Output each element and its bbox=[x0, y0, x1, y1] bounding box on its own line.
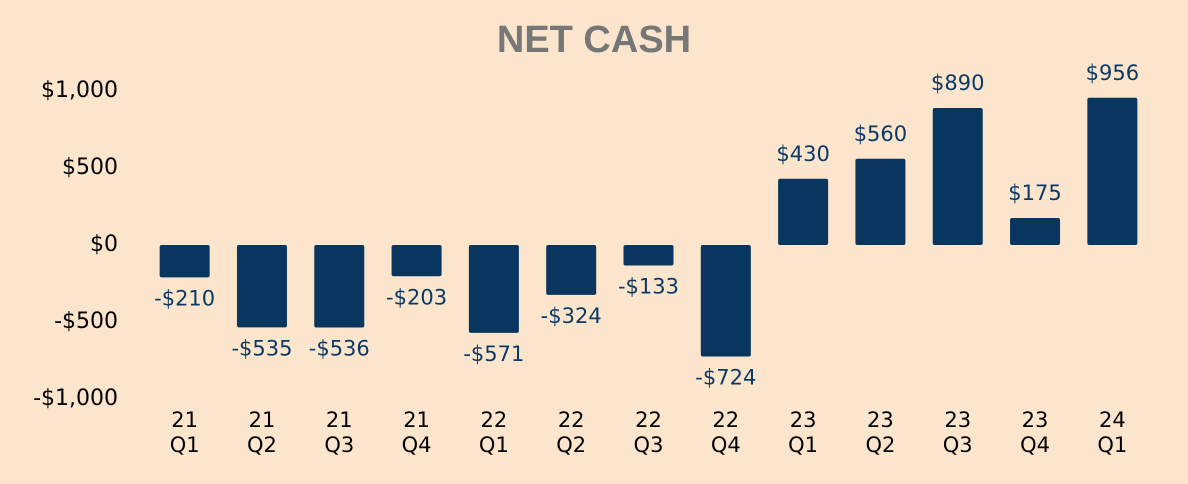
value-label: $430 bbox=[776, 142, 829, 166]
x-tick-label: 21 Q1 bbox=[169, 408, 200, 457]
x-tick-label: 22 Q1 bbox=[478, 408, 509, 457]
value-label: $956 bbox=[1086, 61, 1139, 85]
bar bbox=[778, 178, 829, 245]
value-label: -$535 bbox=[231, 336, 292, 360]
x-tick-label: 23 Q3 bbox=[942, 408, 973, 457]
bar bbox=[855, 158, 906, 245]
x-tick-label: 23 Q2 bbox=[865, 408, 896, 457]
bar bbox=[236, 245, 287, 328]
x-tick-label: 23 Q4 bbox=[1020, 408, 1050, 457]
bar bbox=[314, 245, 365, 328]
value-label: -$203 bbox=[386, 285, 447, 309]
value-label: -$324 bbox=[541, 304, 602, 328]
value-label: $175 bbox=[1008, 181, 1061, 205]
bar bbox=[700, 245, 751, 357]
bar bbox=[623, 245, 674, 266]
x-tick-label: 21 Q4 bbox=[401, 408, 432, 457]
bar bbox=[1010, 218, 1061, 245]
y-tick-label: $1,000 bbox=[41, 78, 118, 103]
value-label: -$571 bbox=[463, 342, 524, 366]
value-label: -$133 bbox=[618, 274, 679, 298]
y-tick-label: -$1,000 bbox=[33, 386, 118, 411]
bar bbox=[932, 107, 983, 245]
x-tick-label: 23 Q1 bbox=[788, 408, 819, 457]
value-label: $890 bbox=[931, 71, 984, 95]
bar bbox=[159, 245, 210, 278]
value-label: -$210 bbox=[154, 286, 215, 310]
bar bbox=[546, 245, 597, 295]
y-tick-label: -$500 bbox=[54, 309, 118, 334]
bar bbox=[468, 245, 519, 333]
bar bbox=[391, 245, 442, 277]
chart-title: NET CASH bbox=[497, 19, 691, 61]
x-tick-label: 21 Q2 bbox=[247, 408, 277, 457]
y-tick-label: $0 bbox=[90, 232, 118, 257]
y-tick-label: $500 bbox=[62, 155, 118, 180]
x-tick-label: 21 Q3 bbox=[324, 408, 355, 457]
value-label: $560 bbox=[854, 122, 907, 146]
x-tick-label: 22 Q3 bbox=[633, 408, 664, 457]
bar bbox=[1087, 97, 1138, 245]
x-tick-label: 22 Q4 bbox=[710, 408, 741, 457]
value-label: -$724 bbox=[695, 365, 756, 389]
value-label: -$536 bbox=[309, 337, 370, 361]
x-tick-label: 22 Q2 bbox=[556, 408, 587, 457]
x-tick-label: 24 Q1 bbox=[1097, 408, 1128, 457]
